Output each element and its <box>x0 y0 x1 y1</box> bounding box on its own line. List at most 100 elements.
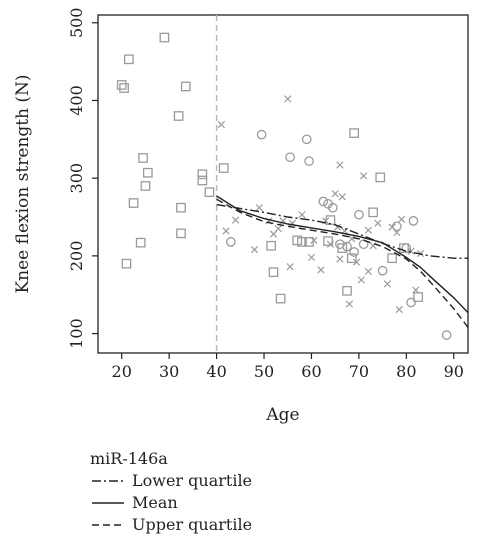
data-point-cross <box>336 161 344 169</box>
data-point-circle <box>354 209 364 220</box>
data-point-circle <box>349 247 360 257</box>
data-point-cross <box>336 255 344 263</box>
data-point-circle <box>377 265 388 276</box>
x-tick-label: 80 <box>396 362 416 381</box>
data-point-square <box>218 163 229 173</box>
x-axis-title: Age <box>265 405 299 425</box>
data-point-circle <box>401 243 412 253</box>
data-point-square <box>135 237 146 248</box>
data-point-cross <box>307 253 316 262</box>
curve-mean <box>216 195 469 314</box>
legend-title: miR-146a <box>90 449 168 468</box>
legend-label: Mean <box>132 493 178 512</box>
data-point-cross <box>255 204 263 212</box>
data-point-circle <box>441 330 452 340</box>
data-point-cross <box>338 193 346 201</box>
data-point-cross <box>231 216 240 224</box>
data-point-cross <box>331 190 339 198</box>
legend-label: Upper quartile <box>132 515 252 534</box>
data-point-square <box>349 128 360 138</box>
x-axis: 20 30 40 50 60 70 80 90 <box>112 353 464 381</box>
data-point-cross <box>374 219 382 227</box>
data-point-square <box>121 258 132 269</box>
data-point-square <box>342 285 352 296</box>
data-point-circle <box>335 239 345 250</box>
data-point-circle <box>304 156 314 166</box>
plot-frame <box>97 14 469 354</box>
data-point-cross <box>383 280 391 288</box>
data-point-square <box>140 181 151 191</box>
data-point-cross <box>395 305 403 314</box>
legend: miR-146a Lower quartile Mean Upper quartil… <box>90 449 252 534</box>
y-tick-label: 100 <box>67 318 86 349</box>
curve-upper-quartile <box>216 198 469 328</box>
data-point-square <box>266 240 276 251</box>
data-point-square <box>159 32 170 43</box>
data-point-cross <box>407 247 415 255</box>
data-point-cross <box>352 258 361 266</box>
data-point-square <box>119 83 129 93</box>
data-point-square <box>387 253 397 264</box>
x-tick-label: 50 <box>254 362 274 381</box>
data-point-circle <box>301 134 312 145</box>
data-point-square <box>346 253 357 264</box>
y-axis-title: Knee flexion strength (N) <box>13 74 33 293</box>
legend-label: Lower quartile <box>132 471 252 490</box>
data-point-circle <box>408 216 419 226</box>
data-point-cross <box>310 236 318 244</box>
data-point-cross <box>345 300 354 308</box>
data-point-cross <box>217 120 225 129</box>
data-point-cross <box>326 240 335 248</box>
data-point-circle <box>285 152 295 163</box>
data-point-square <box>368 207 378 218</box>
points-layer <box>116 32 452 340</box>
x-tick-label: 30 <box>159 362 179 381</box>
data-point-square <box>323 236 333 246</box>
curves-layer <box>216 195 469 328</box>
data-point-cross <box>364 226 373 234</box>
data-point-cross <box>284 95 292 103</box>
data-point-square <box>375 172 386 183</box>
data-point-square <box>275 293 286 304</box>
y-tick-label: 300 <box>67 163 86 194</box>
x-tick-label: 60 <box>301 362 321 381</box>
data-point-cross <box>317 266 325 274</box>
data-point-square <box>128 198 139 208</box>
data-point-circle <box>358 239 369 250</box>
data-point-square <box>268 267 279 278</box>
data-point-square <box>138 153 148 163</box>
data-point-circle <box>406 297 416 308</box>
data-point-square <box>123 54 134 65</box>
data-point-square <box>197 169 208 180</box>
y-tick-label: 200 <box>67 241 86 272</box>
data-point-circle <box>342 241 352 252</box>
y-axis: 100 200 300 400 500 <box>67 7 98 349</box>
data-point-square <box>413 292 424 302</box>
data-point-square <box>176 202 186 213</box>
data-point-cross <box>348 235 356 243</box>
data-point-cross <box>250 246 259 254</box>
data-point-circle <box>327 202 338 213</box>
data-point-square <box>297 237 307 247</box>
data-point-cross <box>222 227 230 235</box>
data-point-cross <box>364 267 373 276</box>
x-tick-label: 20 <box>112 362 132 381</box>
x-tick-label: 90 <box>444 362 464 381</box>
data-point-square <box>116 80 127 90</box>
data-point-circle <box>256 129 267 140</box>
data-point-cross <box>286 263 294 271</box>
data-point-square <box>180 81 191 92</box>
data-point-square <box>142 167 153 178</box>
data-point-square <box>204 187 215 198</box>
data-point-square <box>197 175 208 186</box>
data-point-cross <box>357 276 365 284</box>
x-tick-label: 40 <box>206 362 226 381</box>
x-tick-label: 70 <box>349 362 369 381</box>
data-point-cross <box>393 228 401 237</box>
y-tick-label: 500 <box>67 7 86 38</box>
data-point-cross <box>274 225 282 233</box>
data-point-cross <box>298 211 306 219</box>
data-point-cross <box>412 286 420 294</box>
data-point-square <box>176 228 186 239</box>
